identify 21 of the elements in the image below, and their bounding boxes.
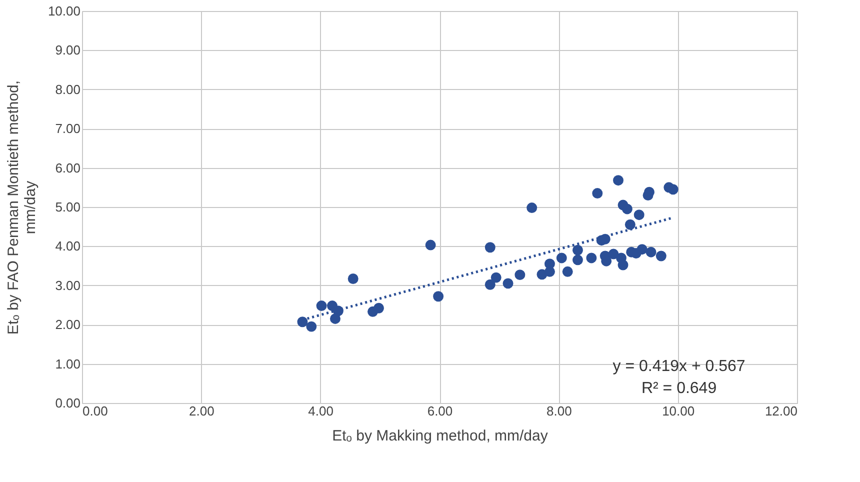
- y-tick-label: 2.00: [55, 317, 80, 332]
- y-tick-label: 4.00: [55, 238, 80, 254]
- x-tick-label: 2.00: [189, 404, 214, 418]
- x-axis-title: Etₒ by Makking method, mm/day: [332, 428, 548, 444]
- annotation: R² = 0.649: [641, 380, 717, 397]
- x-tick-label: 0.00: [82, 404, 108, 418]
- y-tick-label: 1.00: [55, 356, 80, 372]
- x-tick-label: 4.00: [308, 404, 334, 418]
- y-tick-label: 3.00: [55, 278, 80, 293]
- annotation: y = 0.419x + 0.567: [612, 358, 746, 375]
- y-tick-label: 9.00: [55, 42, 80, 58]
- x-tick-label: 8.00: [546, 404, 572, 418]
- y-tick-label: 7.00: [55, 121, 80, 136]
- y-tick-label: 8.00: [55, 82, 80, 97]
- x-tick-label: 10.00: [662, 404, 695, 418]
- y-tick-label: 10.00: [48, 4, 80, 18]
- x-tick-label: 12.00: [764, 404, 798, 418]
- y-tick-label: 5.00: [55, 200, 80, 214]
- y-tick-label: 6.00: [55, 160, 80, 176]
- y-axis-title: Etₒ by FAO Penman Montieth method, mm/day: [4, 80, 39, 335]
- x-tick-label: 6.00: [427, 404, 453, 418]
